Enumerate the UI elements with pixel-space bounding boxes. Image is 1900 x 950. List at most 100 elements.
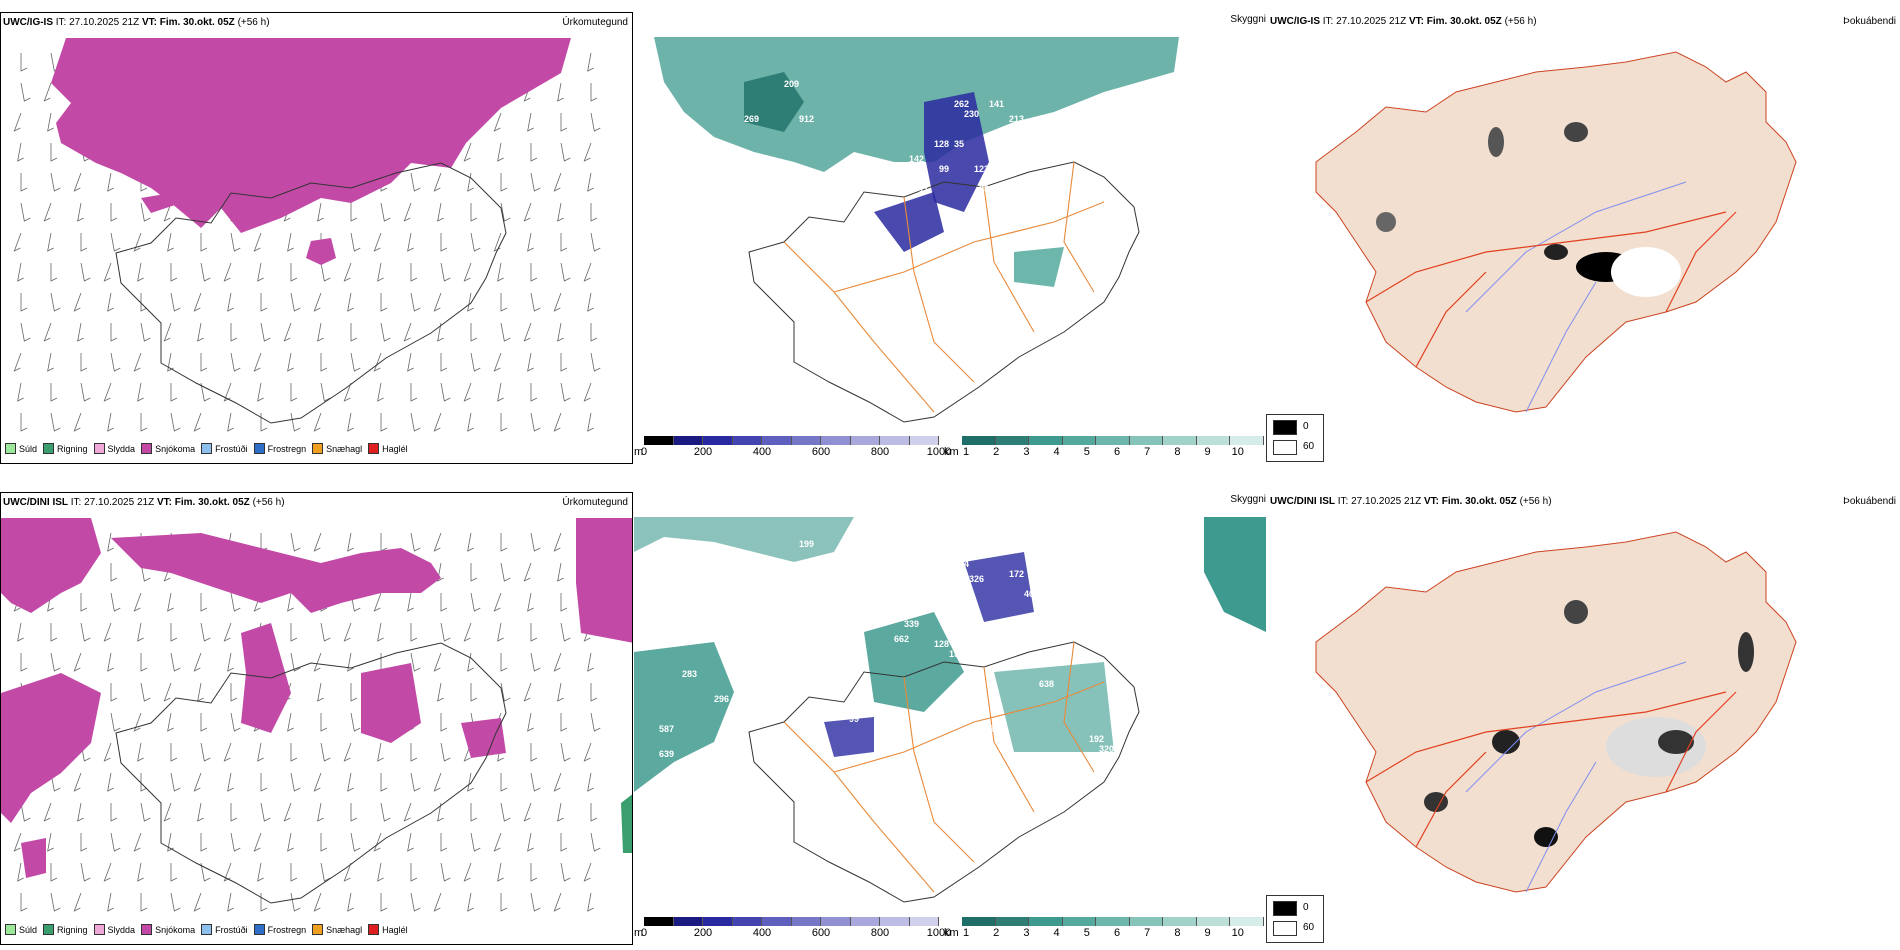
- wind-barb: [553, 772, 562, 792]
- wind-barb: [110, 832, 121, 852]
- wind-barb: [590, 232, 601, 252]
- wind-barb: [410, 412, 421, 432]
- ceiling-label: 401: [1024, 589, 1039, 599]
- wind-barb: [377, 862, 384, 882]
- wind-barb: [107, 412, 114, 432]
- colorbar-tick: 4: [1053, 927, 1060, 939]
- iceland-coastline: [748, 161, 1140, 423]
- visibility-sea: [654, 37, 1179, 287]
- wind-barb: [377, 622, 384, 642]
- ceiling-label: 262: [954, 99, 969, 109]
- wind-barb: [410, 892, 421, 912]
- wind-barb: [287, 352, 294, 372]
- ceiling-label: 213: [1009, 114, 1024, 124]
- wind-barb: [380, 413, 388, 432]
- wind-barb: [107, 892, 114, 912]
- ceiling-label: 320: [1099, 744, 1114, 754]
- wind-barb: [470, 323, 478, 342]
- wind-barb: [47, 832, 54, 852]
- wind-barb: [170, 863, 178, 882]
- colorbar-segment: [1230, 917, 1264, 926]
- wind-barb: [50, 892, 61, 912]
- wind-barb: [43, 322, 52, 342]
- fog-legend-swatch: [1273, 921, 1297, 936]
- wind-barb: [200, 262, 211, 282]
- wind-barb: [380, 533, 388, 552]
- wind-barb: [193, 652, 202, 672]
- wind-barb: [590, 112, 601, 132]
- wind-barb: [283, 322, 292, 342]
- wind-barb: [527, 712, 534, 732]
- ceiling-label: 638: [1039, 679, 1054, 689]
- wind-barb: [343, 862, 352, 882]
- wind-barb: [467, 532, 474, 552]
- wind-barb: [470, 832, 481, 852]
- wind-barb: [350, 203, 358, 222]
- wind-barb: [433, 652, 442, 672]
- colorbar-segment: [1230, 436, 1264, 445]
- wind-barb: [553, 652, 562, 672]
- wind-barb: [260, 413, 268, 432]
- wind-barb: [137, 622, 144, 642]
- wind-barb: [290, 532, 301, 552]
- wind-barb: [167, 592, 174, 612]
- wind-barb: [560, 593, 568, 612]
- wind-barb: [283, 802, 292, 822]
- legend-swatch: [201, 443, 213, 454]
- colorbar-segment: [1029, 436, 1063, 445]
- colorbar-segment: [821, 917, 851, 926]
- legend-swatch: [43, 443, 55, 454]
- wind-barb: [583, 742, 592, 762]
- wind-barb: [497, 262, 504, 282]
- ceiling-label: 639: [659, 749, 674, 759]
- precip-type-map: [13, 38, 601, 432]
- colorbar-tick: 4: [1053, 446, 1060, 458]
- wind-barb: [290, 263, 298, 282]
- wind-barb: [200, 862, 211, 882]
- wind-barb: [407, 352, 414, 372]
- wind-barb: [347, 412, 354, 432]
- wind-barb: [590, 203, 598, 222]
- wind-barb: [530, 892, 541, 912]
- wind-barb: [560, 113, 568, 132]
- wind-barb: [373, 232, 382, 252]
- wind-barb: [410, 292, 421, 312]
- colorbar-segment: [644, 917, 674, 926]
- wind-barb: [410, 532, 421, 552]
- colorbar-segment: [1129, 917, 1164, 926]
- wind-barb: [410, 652, 421, 672]
- wind-barb: [73, 292, 82, 312]
- colorbar-segment: [1096, 917, 1130, 926]
- ceiling-label: 99: [939, 164, 949, 174]
- wind-barb: [590, 323, 598, 342]
- legend-item: Snjókoma: [141, 443, 195, 454]
- wind-barb: [470, 352, 481, 372]
- wind-barb: [163, 202, 172, 222]
- wind-barb: [587, 892, 594, 912]
- wind-barb: [403, 322, 412, 342]
- wind-barb: [560, 353, 568, 372]
- wind-barb: [140, 773, 148, 792]
- ceiling-label: 339: [904, 619, 919, 629]
- wind-barb: [170, 772, 181, 792]
- wind-barb: [373, 592, 382, 612]
- colorbar-tick: 7: [1144, 446, 1151, 458]
- colorbar-tick: 9: [1204, 446, 1211, 458]
- wind-barb: [560, 233, 568, 252]
- wind-barb: [560, 622, 571, 642]
- wind-barb: [320, 622, 331, 642]
- wind-barb: [20, 653, 28, 672]
- wind-barb: [493, 592, 502, 612]
- legend-swatch: [93, 924, 105, 935]
- ceiling-label: 269: [744, 114, 759, 124]
- wind-barb: [373, 352, 382, 372]
- wind-barb: [317, 802, 324, 822]
- wind-barb: [200, 353, 208, 372]
- wind-barb: [470, 683, 478, 702]
- ceiling-label: 912: [799, 114, 814, 124]
- wind-barb: [17, 262, 24, 282]
- wind-barb: [587, 412, 594, 432]
- wind-barb: [170, 412, 181, 432]
- wind-barb: [257, 742, 264, 762]
- wind-barb: [440, 742, 451, 762]
